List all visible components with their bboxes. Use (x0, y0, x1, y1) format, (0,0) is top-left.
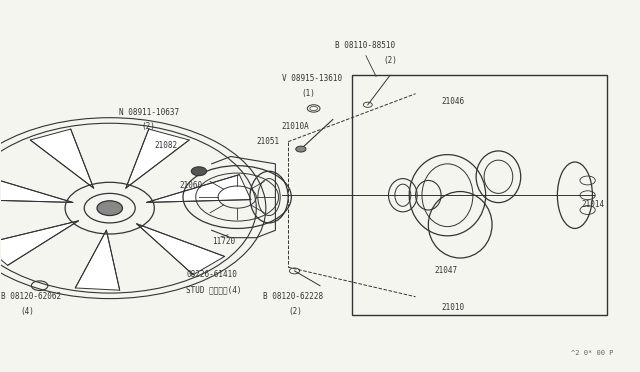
Polygon shape (0, 174, 73, 202)
Polygon shape (126, 129, 189, 188)
Text: STUD スタッド(4): STUD スタッド(4) (186, 285, 242, 294)
Text: B 08120-62062: B 08120-62062 (1, 292, 61, 301)
Text: 08226-61410: 08226-61410 (186, 270, 237, 279)
Polygon shape (137, 224, 225, 275)
Text: 21014: 21014 (581, 200, 604, 209)
Text: 21010: 21010 (441, 303, 464, 312)
Polygon shape (30, 129, 93, 188)
Text: N 08911-10637: N 08911-10637 (119, 108, 179, 117)
Text: B 08120-62228: B 08120-62228 (262, 292, 323, 301)
Bar (352, 75, 607, 315)
Circle shape (191, 167, 207, 176)
Text: B 08110-88510: B 08110-88510 (335, 41, 395, 50)
Text: (4): (4) (20, 307, 35, 316)
Text: 11720: 11720 (212, 237, 235, 246)
Text: (1): (1) (301, 89, 315, 98)
Polygon shape (147, 174, 251, 202)
Text: (2): (2) (383, 56, 397, 65)
Text: 21082: 21082 (154, 141, 177, 150)
Text: (2): (2) (288, 307, 302, 316)
Text: 21051: 21051 (256, 137, 280, 146)
Circle shape (296, 146, 306, 152)
Polygon shape (76, 230, 120, 290)
Text: 21060: 21060 (180, 182, 203, 190)
Text: ^2 0* 00 P: ^2 0* 00 P (571, 350, 613, 356)
Text: 21047: 21047 (435, 266, 458, 275)
Text: V 08915-13610: V 08915-13610 (282, 74, 342, 83)
Text: 21010A: 21010A (282, 122, 310, 131)
Text: 21046: 21046 (441, 97, 464, 106)
Text: (2): (2) (141, 122, 156, 131)
Polygon shape (0, 221, 78, 265)
Circle shape (97, 201, 122, 215)
